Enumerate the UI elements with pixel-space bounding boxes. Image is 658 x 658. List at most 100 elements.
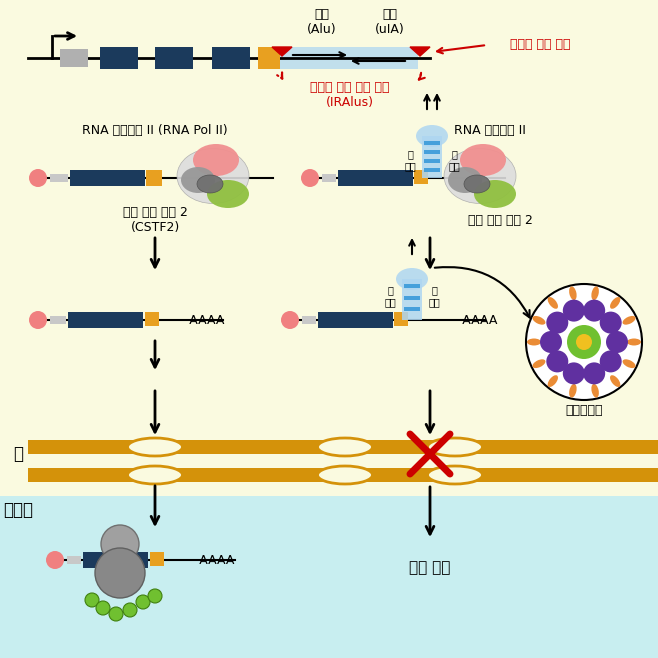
- Circle shape: [123, 603, 137, 617]
- Bar: [50, 174, 68, 182]
- Circle shape: [567, 325, 601, 359]
- Bar: [100, 47, 138, 69]
- Bar: [338, 170, 413, 186]
- Bar: [67, 556, 81, 564]
- Circle shape: [281, 311, 299, 329]
- Circle shape: [583, 299, 605, 322]
- Polygon shape: [272, 47, 292, 56]
- Bar: [60, 49, 88, 67]
- Circle shape: [599, 351, 622, 372]
- Circle shape: [136, 595, 150, 609]
- Ellipse shape: [181, 167, 215, 193]
- Ellipse shape: [318, 438, 372, 456]
- Bar: [424, 168, 440, 172]
- Bar: [258, 47, 280, 69]
- Circle shape: [599, 312, 622, 334]
- Circle shape: [540, 331, 562, 353]
- Text: RNA 중합효소 II: RNA 중합효소 II: [454, 124, 526, 136]
- Circle shape: [526, 284, 642, 400]
- Circle shape: [85, 593, 99, 607]
- Ellipse shape: [627, 338, 641, 345]
- Ellipse shape: [177, 149, 249, 203]
- Ellipse shape: [474, 180, 516, 208]
- Bar: [402, 279, 422, 320]
- Ellipse shape: [532, 316, 545, 324]
- Circle shape: [546, 312, 569, 334]
- Text: -AAAA: -AAAA: [195, 553, 234, 567]
- Text: 절단 촉진 인자 2
(CSTF2): 절단 촉진 인자 2 (CSTF2): [122, 206, 188, 234]
- Bar: [302, 316, 316, 324]
- Text: 뒤얽
(uIA): 뒤얽 (uIA): [375, 8, 405, 36]
- Bar: [424, 141, 440, 145]
- Ellipse shape: [396, 268, 428, 290]
- Text: 부
숑이: 부 숑이: [428, 285, 440, 307]
- Circle shape: [46, 551, 64, 569]
- Polygon shape: [410, 47, 430, 56]
- Circle shape: [546, 351, 569, 372]
- Ellipse shape: [569, 384, 576, 397]
- Ellipse shape: [532, 359, 545, 368]
- Bar: [150, 552, 164, 566]
- Ellipse shape: [197, 175, 223, 193]
- Ellipse shape: [592, 384, 599, 397]
- Bar: [146, 170, 162, 186]
- Text: 핵: 핵: [13, 445, 23, 463]
- Ellipse shape: [128, 466, 182, 484]
- Text: 마
창이: 마 창이: [404, 149, 416, 171]
- Ellipse shape: [610, 375, 620, 387]
- Bar: [280, 47, 418, 69]
- Text: -AAAA: -AAAA: [185, 313, 224, 326]
- Text: 잠재적 절단 위치: 잠재적 절단 위치: [510, 39, 570, 51]
- Ellipse shape: [527, 338, 541, 345]
- Circle shape: [301, 169, 319, 187]
- Ellipse shape: [592, 286, 599, 300]
- Text: RNA 중합효소 II (RNA Pol II): RNA 중합효소 II (RNA Pol II): [82, 124, 228, 136]
- Circle shape: [563, 363, 585, 384]
- Bar: [155, 47, 193, 69]
- Ellipse shape: [622, 359, 636, 368]
- Text: 세포질: 세포질: [3, 501, 33, 519]
- Bar: [424, 159, 440, 163]
- Ellipse shape: [622, 316, 636, 324]
- Ellipse shape: [416, 125, 448, 147]
- Ellipse shape: [547, 297, 558, 309]
- Bar: [145, 312, 159, 326]
- Ellipse shape: [207, 180, 249, 208]
- Circle shape: [606, 331, 628, 353]
- Ellipse shape: [610, 297, 620, 309]
- Bar: [414, 170, 428, 184]
- Bar: [404, 295, 420, 299]
- Circle shape: [583, 363, 605, 384]
- Ellipse shape: [193, 144, 239, 176]
- Bar: [83, 552, 148, 568]
- Circle shape: [109, 607, 123, 621]
- Text: 번역 억제: 번역 억제: [409, 561, 451, 576]
- Bar: [68, 312, 143, 328]
- Bar: [404, 307, 420, 311]
- Ellipse shape: [428, 466, 482, 484]
- Ellipse shape: [460, 144, 506, 176]
- Text: -AAAA: -AAAA: [458, 313, 497, 326]
- Bar: [394, 312, 408, 326]
- Bar: [28, 454, 658, 468]
- Bar: [404, 284, 420, 288]
- Circle shape: [101, 525, 139, 563]
- Ellipse shape: [569, 286, 576, 300]
- Circle shape: [576, 334, 592, 350]
- Text: 역방향 알루 반복 구조
(IRAlus): 역방향 알루 반복 구조 (IRAlus): [311, 81, 390, 109]
- Ellipse shape: [444, 149, 516, 203]
- Ellipse shape: [464, 175, 490, 193]
- Ellipse shape: [128, 438, 182, 456]
- Ellipse shape: [547, 375, 558, 387]
- Text: 파라스페클: 파라스페클: [565, 403, 603, 417]
- Circle shape: [563, 299, 585, 322]
- Text: 부
숑이: 부 숑이: [448, 149, 460, 171]
- Bar: [322, 174, 336, 182]
- Circle shape: [148, 589, 162, 603]
- Bar: [28, 468, 658, 482]
- Text: 알루
(Alu): 알루 (Alu): [307, 8, 337, 36]
- Text: 마
혹이: 마 혹이: [384, 285, 396, 307]
- Circle shape: [29, 311, 47, 329]
- Text: 절단 촉진 인자 2: 절단 촉진 인자 2: [468, 213, 532, 226]
- Bar: [28, 440, 658, 454]
